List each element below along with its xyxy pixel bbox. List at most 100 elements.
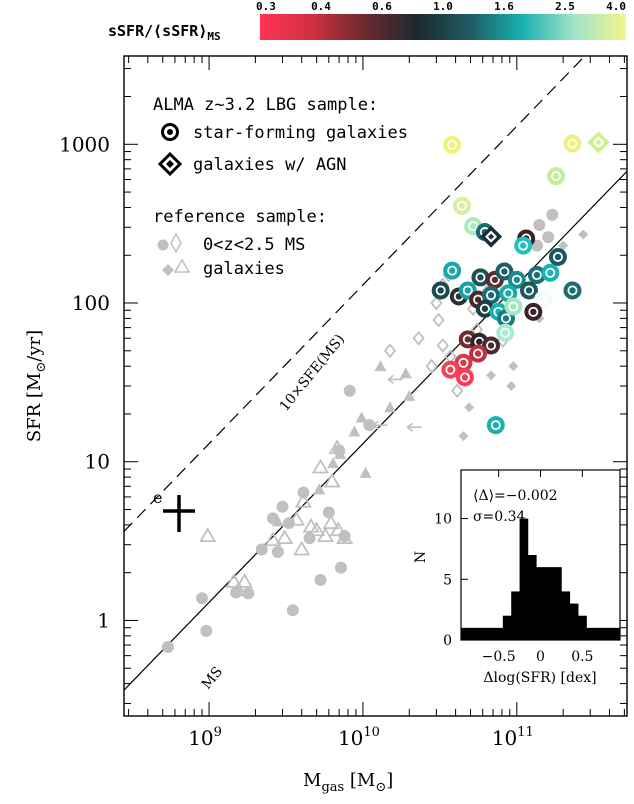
alma-agn-core — [488, 233, 495, 240]
alma-sf-point — [482, 286, 501, 305]
legend-label-ref-1: 0<z<2.5 MS — [203, 235, 305, 255]
alma-sf-core — [448, 267, 456, 274]
alma-sf-core — [437, 287, 444, 294]
inset-stat-mean: ⟨Δ⟩=−0.002 — [473, 488, 558, 504]
ref-upper-limit-arrow — [372, 420, 388, 430]
legend-marker-ref-diamond-filled — [162, 264, 174, 276]
legend-marker-ref-circle — [157, 239, 169, 251]
ref-circle — [242, 587, 255, 600]
alma-sf-core — [474, 350, 482, 357]
inset-bar — [527, 555, 537, 640]
ref-circle — [286, 604, 299, 617]
inset-bar — [586, 627, 596, 640]
alma-sf-core — [501, 329, 509, 336]
inset-bar — [611, 627, 621, 640]
alma-sf-point — [496, 323, 515, 342]
alma-sf-core — [458, 202, 466, 209]
ref-circle — [276, 500, 289, 513]
legend-title-alma: ALMA z~3.2 LBG sample: — [153, 95, 378, 115]
legend-title-reference: reference sample: — [153, 207, 327, 227]
alma-sf-point — [482, 336, 501, 355]
alma-agn-point — [587, 131, 610, 154]
ref-diamond-filled — [508, 361, 519, 372]
inset-bar — [469, 627, 479, 640]
alma-sf-core — [525, 287, 533, 294]
alma-sf-core — [461, 374, 469, 381]
inset-x-tick-label: 0 — [536, 649, 545, 665]
legend-marker-sf-dot — [167, 129, 173, 135]
ref-triangle-open — [294, 492, 312, 508]
alma-sf-point — [547, 167, 566, 186]
colorbar-tick-label: 0.4 — [311, 0, 331, 13]
ref-upper-limit-arrow — [387, 374, 403, 385]
alma-sf-point — [452, 196, 471, 215]
alma-sf-point — [563, 134, 582, 153]
alma-sf-point — [443, 135, 462, 154]
inset-y-label: N — [413, 551, 429, 563]
alma-agn-core — [595, 139, 602, 146]
ref-circle — [161, 641, 174, 654]
inset-bar — [519, 518, 529, 640]
ref-circle — [255, 543, 268, 556]
x-tick-label: 109 — [188, 725, 222, 750]
alma-sf-point — [504, 297, 523, 316]
alma-sf-core — [447, 366, 454, 373]
y-axis-label: SFR [M⊙/yr] — [24, 330, 49, 442]
ms-line-label: MS — [199, 664, 226, 693]
inset-bar — [536, 567, 545, 640]
alma-sf-core — [569, 287, 576, 294]
alma-sf-core — [510, 303, 517, 310]
inset-bar — [553, 567, 562, 640]
ref-circle — [196, 592, 209, 605]
alma-sf-point — [486, 416, 505, 435]
ref-triangle-open — [287, 511, 306, 526]
inset-bar — [461, 627, 470, 640]
alma-sf-core — [554, 253, 562, 261]
alma-sf-core — [501, 268, 508, 275]
ref-circle — [322, 506, 335, 519]
alma-sf-core — [539, 296, 547, 303]
ref-triangle-open — [316, 527, 334, 542]
alma-sf-core — [460, 359, 467, 367]
ref-circle — [542, 231, 555, 244]
ref-circle — [297, 486, 310, 499]
alma-sf-core — [505, 290, 512, 297]
alma-sf-core — [547, 269, 554, 277]
ref-circle — [343, 384, 356, 397]
alma-sf-point — [469, 344, 488, 363]
alma-sf-core — [492, 421, 499, 429]
ref-circle — [200, 624, 213, 637]
inset-bar — [486, 627, 495, 640]
alma-sf-point — [441, 360, 460, 379]
ref-triangle-open — [308, 521, 326, 537]
x-tick-label: 1010 — [338, 725, 380, 750]
legend-label-agn: galaxies w/ AGN — [193, 155, 347, 175]
alma-sf-point — [534, 290, 553, 309]
alma-sf-point — [520, 281, 539, 300]
inset-bar — [569, 603, 579, 640]
inset-x-tick-label: 0.5 — [571, 649, 593, 665]
inset-histogram: −0.5 0 0.5 0 5 10 ⟨Δ⟩=−0.002 σ=0.34 N Δlog(SF… — [413, 469, 621, 686]
alma-sf-core — [487, 291, 495, 299]
ref-triangle-filled — [399, 367, 412, 379]
alma-sf-core — [487, 342, 495, 349]
alma-sf-core — [502, 315, 510, 322]
ref-triangle-filled — [374, 360, 387, 372]
ref-circle — [271, 545, 284, 558]
ref-triangle-filled — [271, 515, 284, 527]
colorbar-tick-label: 0.6 — [372, 0, 392, 13]
ref-diamond-open — [436, 338, 449, 353]
alma-sf-point — [524, 302, 543, 321]
ref-diamond-filled — [558, 240, 569, 251]
alma-sf-point — [514, 236, 533, 255]
x-axis-label: Mgas [M⊙] — [303, 770, 393, 795]
alma-sf-core — [491, 276, 499, 284]
alma-sf-point — [527, 266, 546, 285]
y-tick-label: 100 — [72, 291, 110, 315]
colorbar-tick-label: 1.6 — [494, 0, 514, 13]
alma-sf-point — [443, 261, 462, 280]
ref-circle — [546, 208, 559, 221]
alma-sf-core — [476, 338, 483, 345]
colorbar-tick-label: 2.5 — [555, 0, 575, 13]
